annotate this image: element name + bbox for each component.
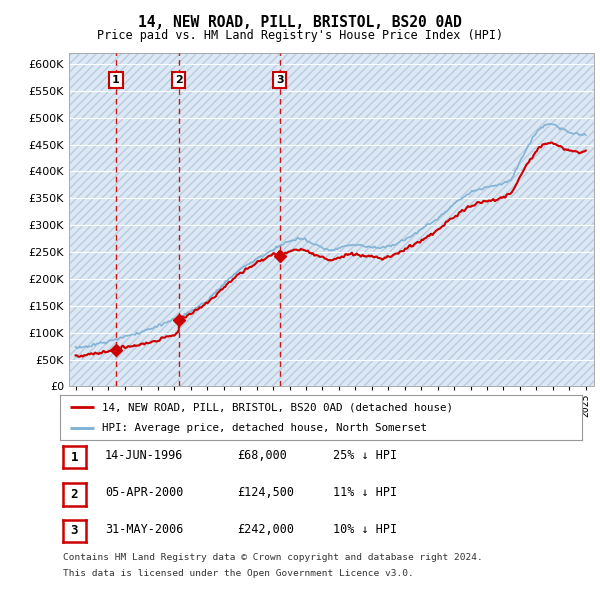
Text: 05-APR-2000: 05-APR-2000: [105, 486, 184, 499]
Text: 31-MAY-2006: 31-MAY-2006: [105, 523, 184, 536]
Text: 3: 3: [276, 75, 284, 85]
Text: £124,500: £124,500: [237, 486, 294, 499]
Text: Contains HM Land Registry data © Crown copyright and database right 2024.: Contains HM Land Registry data © Crown c…: [63, 553, 483, 562]
Text: 14, NEW ROAD, PILL, BRISTOL, BS20 0AD: 14, NEW ROAD, PILL, BRISTOL, BS20 0AD: [138, 15, 462, 30]
Text: £68,000: £68,000: [237, 449, 287, 462]
Text: 1: 1: [112, 75, 120, 85]
Text: This data is licensed under the Open Government Licence v3.0.: This data is licensed under the Open Gov…: [63, 569, 414, 578]
Text: 11% ↓ HPI: 11% ↓ HPI: [333, 486, 397, 499]
Text: HPI: Average price, detached house, North Somerset: HPI: Average price, detached house, Nort…: [102, 424, 427, 434]
Text: 2: 2: [175, 75, 182, 85]
Text: 25% ↓ HPI: 25% ↓ HPI: [333, 449, 397, 462]
Text: 3: 3: [71, 525, 78, 537]
Text: 1: 1: [71, 451, 78, 464]
Text: 14-JUN-1996: 14-JUN-1996: [105, 449, 184, 462]
Polygon shape: [69, 53, 594, 386]
Text: £242,000: £242,000: [237, 523, 294, 536]
Text: Price paid vs. HM Land Registry's House Price Index (HPI): Price paid vs. HM Land Registry's House …: [97, 30, 503, 42]
Text: 10% ↓ HPI: 10% ↓ HPI: [333, 523, 397, 536]
Text: 2: 2: [71, 488, 78, 501]
Text: 14, NEW ROAD, PILL, BRISTOL, BS20 0AD (detached house): 14, NEW ROAD, PILL, BRISTOL, BS20 0AD (d…: [102, 402, 453, 412]
